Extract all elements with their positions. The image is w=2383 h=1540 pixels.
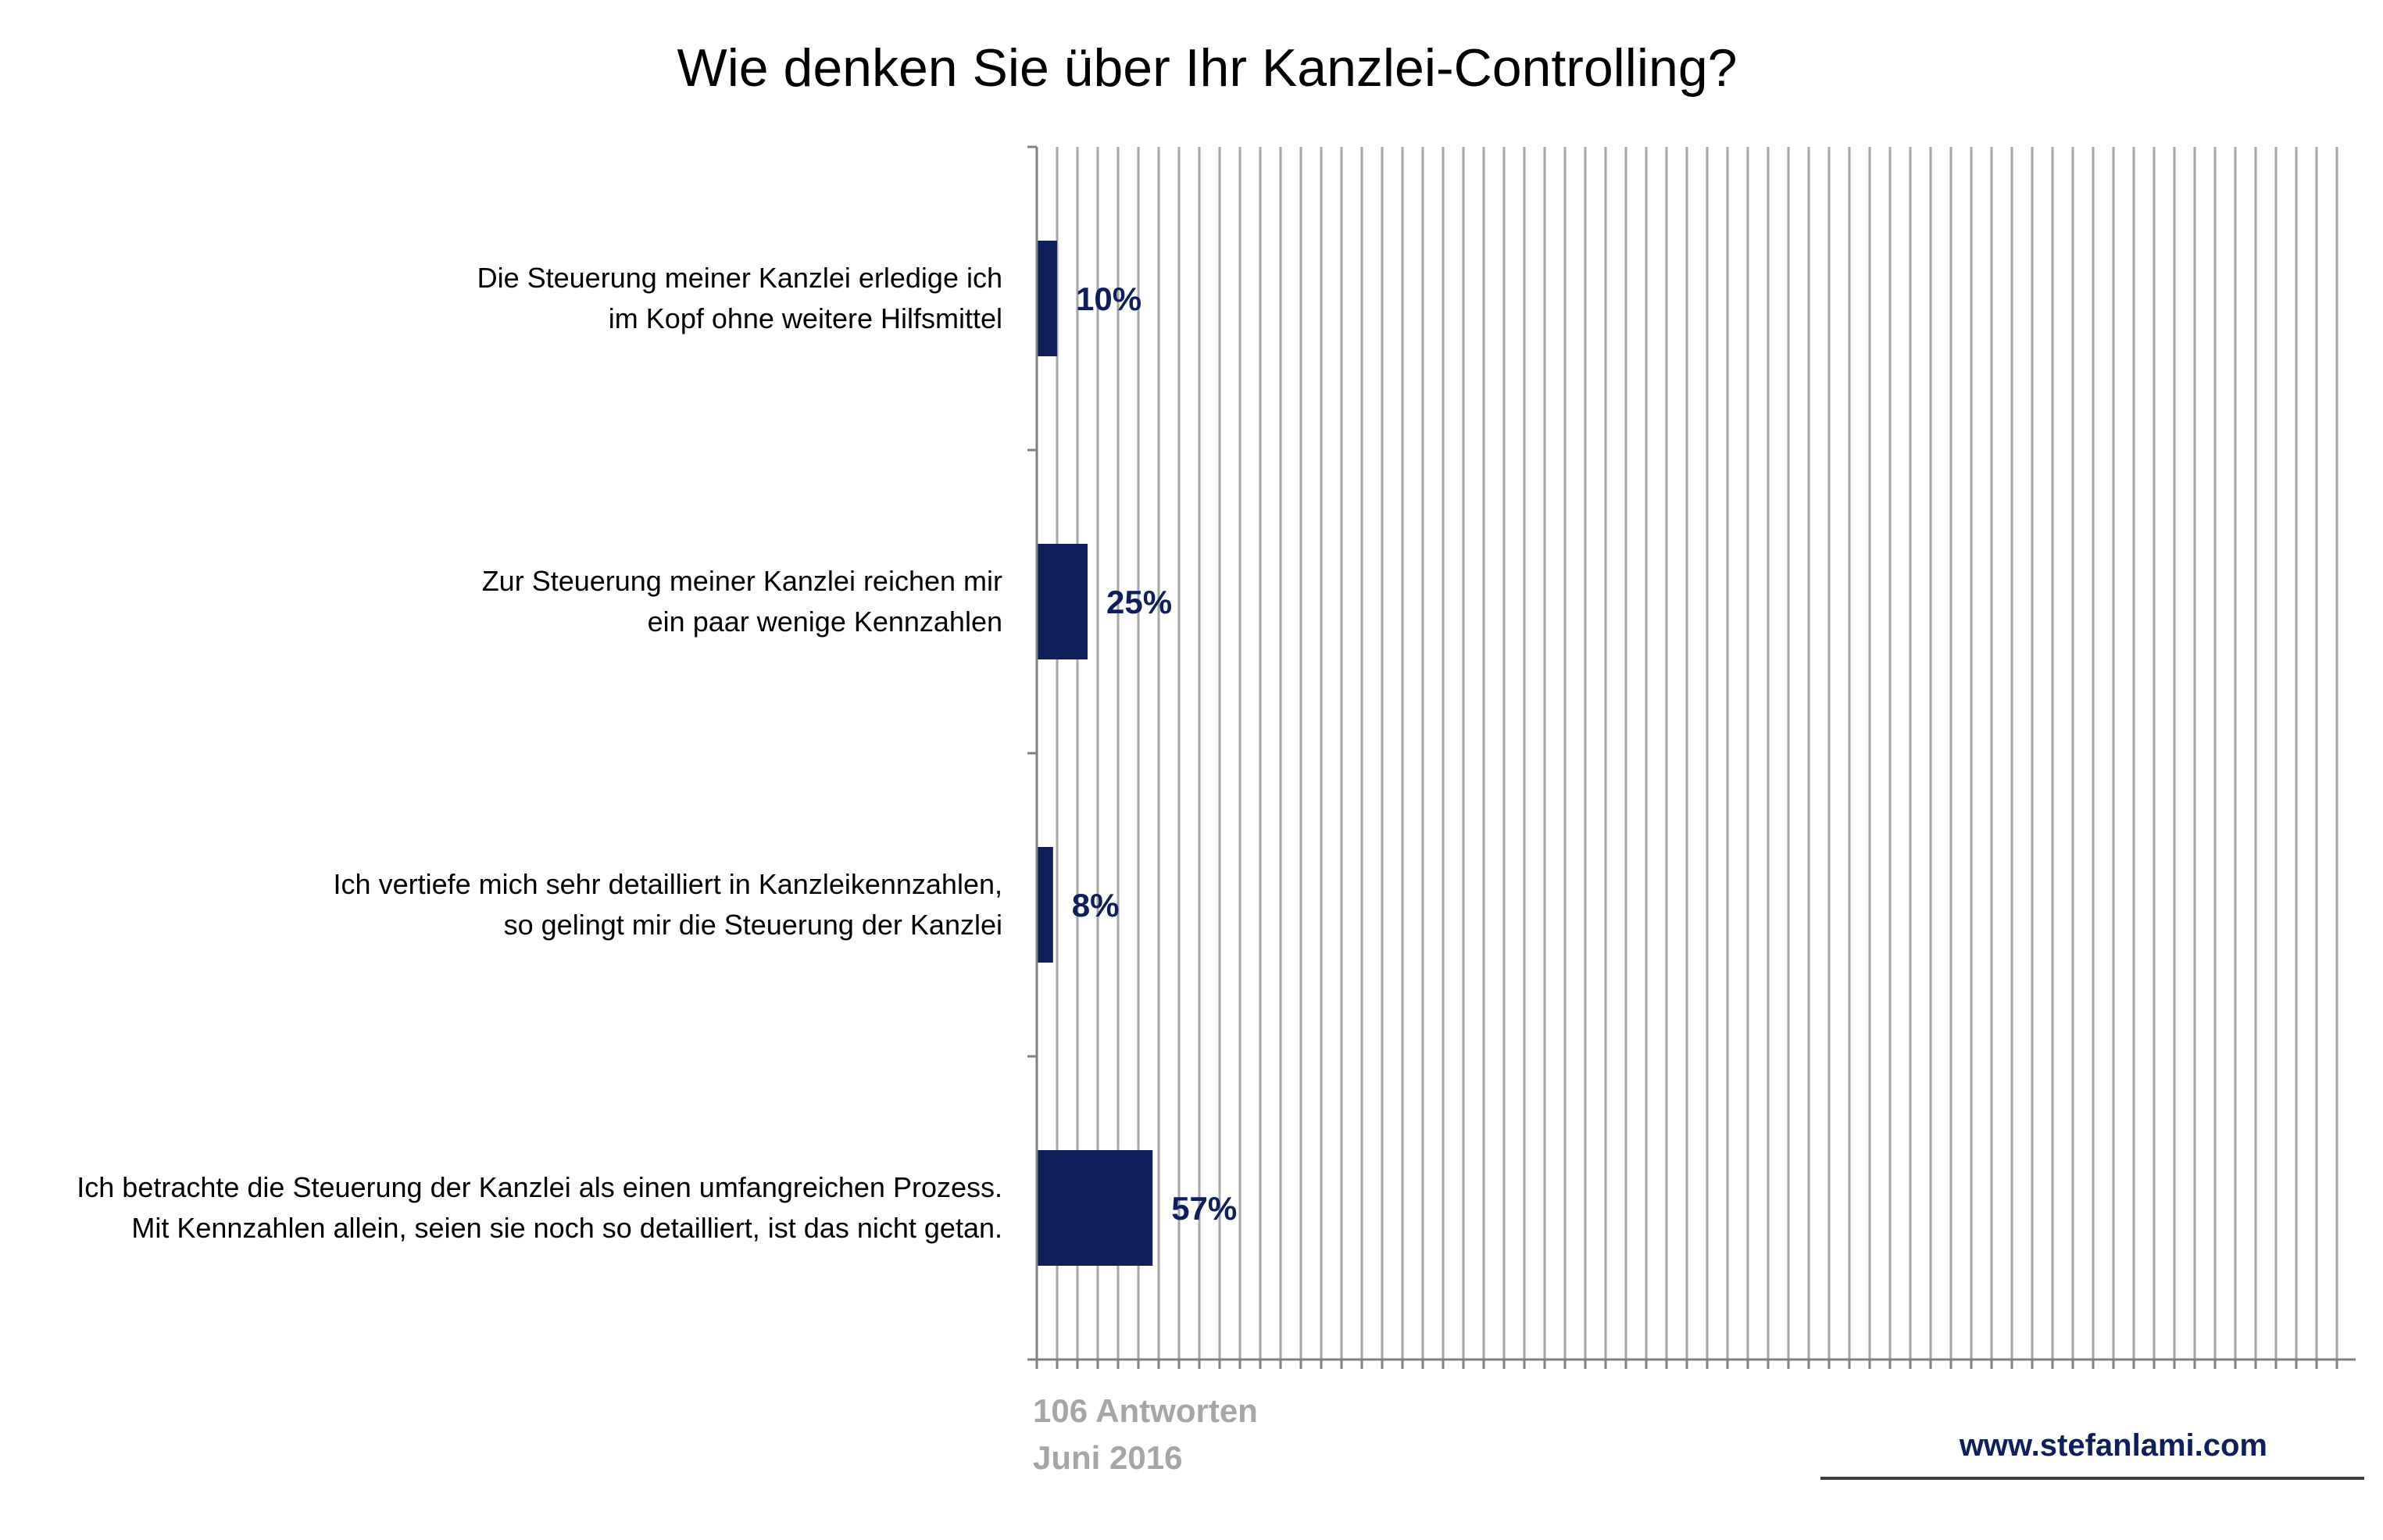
responses-count: 106 Antworten [1033,1392,1258,1429]
value-label-1: 10% [1076,280,1141,317]
bars [1037,241,1153,1266]
gridlines [1056,147,2338,1369]
category-label-2-line-2: ein paar wenige Kennzahlen [648,606,1002,638]
category-label-4-line-1: Ich betrachte die Steuerung der Kanzlei … [77,1171,1002,1203]
category-label-1-line-2: im Kopf ohne weitere Hilfsmittel [609,302,1002,334]
category-label-1-line-1: Die Steuerung meiner Kanzlei erledige ic… [477,262,1002,294]
axes [1027,145,2356,1369]
category-label-3-line-2: so gelingt mir die Steuerung der Kanzlei [504,909,1002,941]
bar-3 [1037,847,1053,963]
value-labels: 10% 25% 8% 57% [1072,280,1237,1227]
value-label-2: 25% [1106,584,1172,620]
category-label-2-line-1: Zur Steuerung meiner Kanzlei reichen mir [482,565,1002,597]
value-label-3: 8% [1072,887,1120,924]
chart-title: Wie denken Sie über Ihr Kanzlei-Controll… [677,38,1738,98]
category-label-4-line-2: Mit Kennzahlen allein, seien sie noch so… [131,1212,1002,1244]
website-link[interactable]: www.stefanlami.com [1959,1428,2267,1463]
survey-date: Juni 2016 [1033,1439,1182,1476]
bar-1 [1037,241,1057,356]
category-labels: Die Steuerung meiner Kanzlei erledige ic… [77,262,1002,1244]
category-label-3-line-1: Ich vertiefe mich sehr detailliert in Ka… [334,868,1002,900]
bar-2 [1037,544,1088,659]
bar-4 [1037,1150,1153,1266]
value-label-4: 57% [1171,1190,1237,1227]
